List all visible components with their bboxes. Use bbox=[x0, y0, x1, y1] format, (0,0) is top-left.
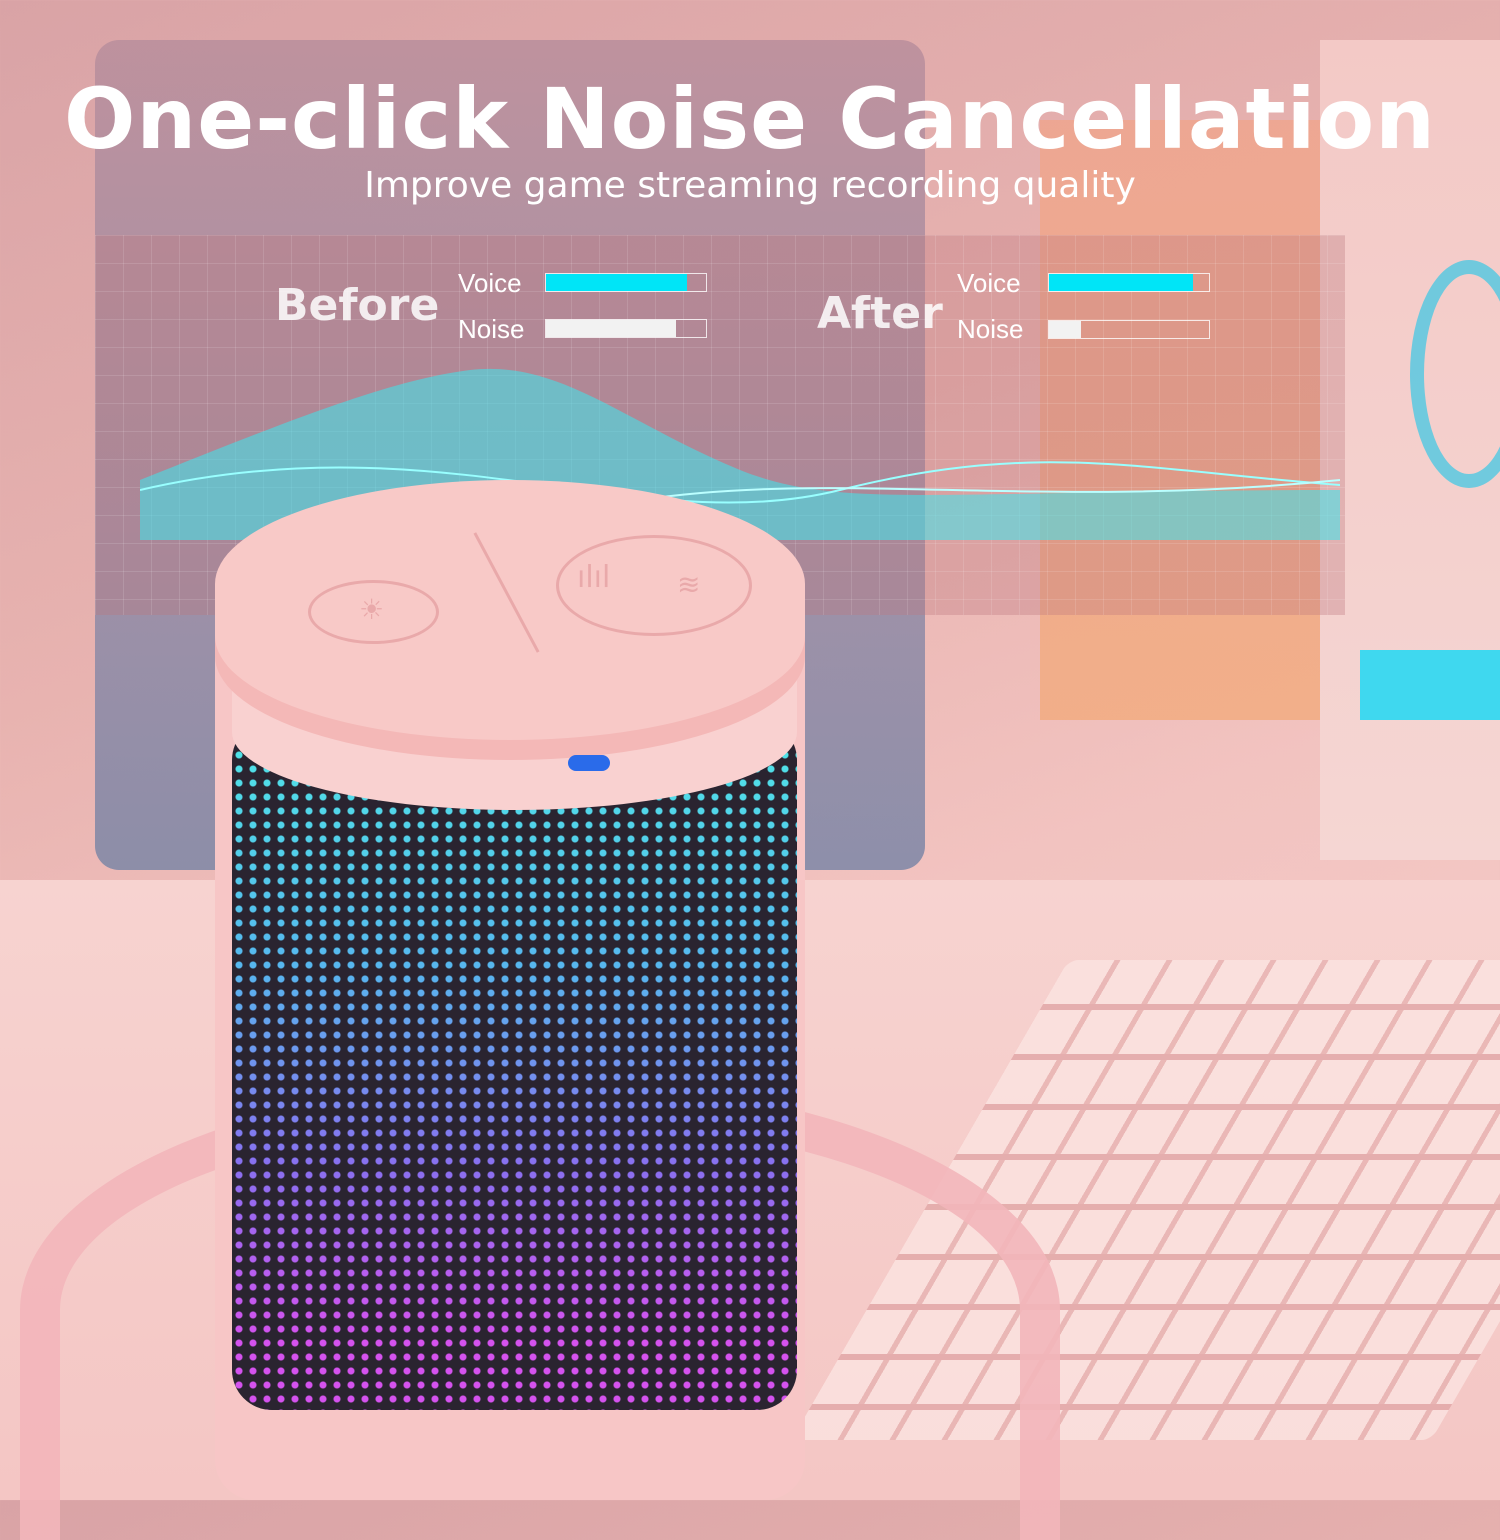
noise-cancel-icon[interactable]: ılıl ≋ bbox=[556, 535, 752, 636]
before-voice-bar bbox=[545, 273, 707, 292]
page-title: One-click Noise Cancellation bbox=[64, 70, 1436, 168]
light-icon[interactable]: ☀ bbox=[308, 580, 439, 644]
after-noise-fill bbox=[1049, 321, 1081, 338]
before-noise-bar bbox=[545, 319, 707, 338]
after-label: After bbox=[817, 288, 943, 339]
after-voice-bar bbox=[1048, 273, 1210, 292]
mute-icon: ılıl bbox=[577, 560, 611, 595]
microphone-rgb-grille bbox=[232, 720, 797, 1410]
after-noise-label: Noise bbox=[957, 314, 1024, 344]
before-voice-label: Voice bbox=[458, 268, 522, 298]
after-voice-label: Voice bbox=[957, 268, 1021, 298]
background-glow bbox=[1040, 120, 1370, 720]
before-label: Before bbox=[275, 280, 440, 331]
before-noise-label: Noise bbox=[458, 314, 525, 344]
background-pc-screen bbox=[1360, 650, 1500, 720]
after-noise-bar bbox=[1048, 320, 1210, 339]
page-subtitle: Improve game streaming recording quality bbox=[364, 165, 1136, 206]
before-noise-fill bbox=[546, 320, 676, 337]
before-voice-fill bbox=[546, 274, 687, 291]
status-led bbox=[568, 755, 610, 771]
after-voice-fill bbox=[1049, 274, 1193, 291]
